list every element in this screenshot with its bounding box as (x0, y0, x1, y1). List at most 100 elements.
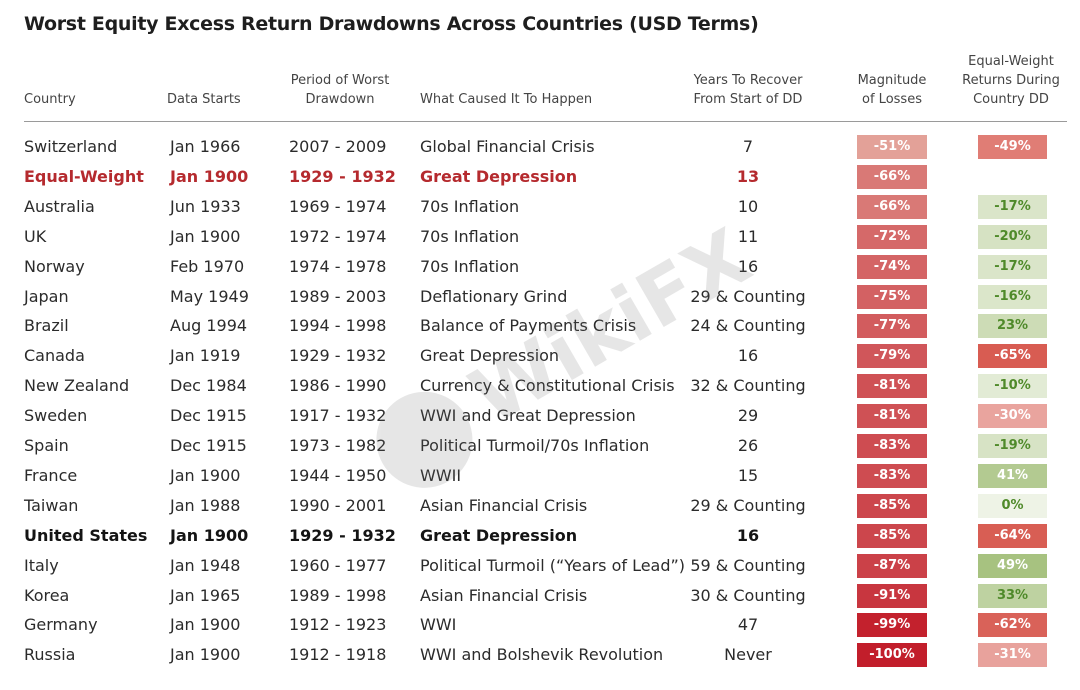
table-row: United States Jan 1900 1929 - 1932 Great De… (0, 521, 1080, 551)
ew-return-badge: -- (1007, 168, 1018, 184)
table-row: Germany Jan 1900 1912 - 1923 WWI 47 -99% -62% (0, 610, 1080, 640)
cell-data-starts: Dec 1915 (170, 406, 247, 426)
header-ew-line2: Returns During (962, 73, 1060, 88)
cell-recover: 7 (742, 137, 754, 156)
magnitude-badge: -66% (857, 194, 927, 219)
table-row: Canada Jan 1919 1929 - 1932 Great Depressio… (0, 341, 1080, 371)
table-row: Italy Jan 1948 1960 - 1977 Political Turmoi… (0, 551, 1080, 581)
cell-data-starts: Jan 1900 (170, 226, 241, 246)
cell-period: 1960 - 1977 (289, 555, 387, 575)
ew-return-badge: -17% (978, 194, 1047, 219)
cell-data-starts: Jan 1919 (170, 346, 241, 366)
cell-data-starts: Jan 1900 (170, 525, 249, 545)
cell-cause: Great Depression (420, 525, 578, 545)
cell-period: 1912 - 1923 (289, 615, 387, 635)
magnitude-badge: -83% (857, 434, 927, 458)
magnitude-badge: -79% (857, 344, 927, 369)
cell-country: Sweden (24, 406, 88, 426)
magnitude-badge: -91% (857, 583, 927, 608)
cell-period: 1972 - 1974 (289, 226, 387, 246)
cell-country: Korea (24, 585, 70, 605)
cell-country: Switzerland (24, 137, 118, 156)
cell-recover: Never (724, 645, 772, 665)
cell-recover: 29 & Counting (690, 286, 806, 306)
cell-country: France (24, 465, 78, 485)
cell-recover: 32 & Counting (690, 376, 806, 396)
table-row: Switzerland Jan 1966 2007 - 2009 Global Fin… (0, 132, 1080, 162)
cell-recover: 59 & Counting (690, 555, 806, 575)
table-row: Russia Jan 1900 1912 - 1918 WWI and Bolshev… (0, 640, 1080, 670)
header-period-line2: Drawdown (305, 92, 375, 107)
cell-country: United States (24, 525, 148, 545)
cell-recover: 26 (737, 436, 759, 455)
ew-return-badge: -17% (978, 254, 1047, 279)
magnitude-badge: -83% (857, 463, 927, 488)
cell-country: Japan (24, 286, 69, 306)
cell-period: 1973 - 1982 (289, 436, 387, 455)
header-data-starts: Data Starts (167, 92, 241, 107)
header-period: Period of Worst Drawdown (280, 71, 400, 109)
cell-data-starts: Jan 1965 (170, 585, 241, 605)
cell-cause: Balance of Payments Crisis (420, 316, 637, 336)
table-row: Brazil Aug 1994 1994 - 1998 Balance of Paym… (0, 311, 1080, 341)
magnitude-badge: -74% (857, 254, 927, 279)
table-row: Taiwan Jan 1988 1990 - 2001 Asian Financial… (0, 491, 1080, 521)
cell-period: 1989 - 1998 (289, 585, 387, 605)
cell-country: Canada (24, 346, 85, 366)
cell-cause: Great Depression (420, 346, 560, 366)
ew-return-badge: 33% (978, 583, 1047, 608)
magnitude-badge: -77% (857, 314, 927, 339)
cell-data-starts: Jun 1933 (170, 196, 241, 216)
cell-period: 1912 - 1918 (289, 645, 387, 665)
table-row: Spain Dec 1915 1973 - 1982 Political Turmoi… (0, 431, 1080, 461)
cell-recover: 13 (736, 166, 760, 186)
cell-recover: 16 (737, 256, 759, 276)
cell-country: Russia (24, 645, 76, 665)
cell-data-starts: Dec 1915 (170, 436, 247, 455)
header-country: Country (24, 92, 76, 107)
table-row: Korea Jan 1965 1989 - 1998 Asian Financial … (0, 581, 1080, 611)
header-recover-line2: From Start of DD (693, 92, 803, 107)
ew-return-badge: -49% (978, 135, 1047, 159)
magnitude-badge: -87% (857, 553, 927, 578)
cell-recover: 11 (737, 226, 759, 246)
cell-country: Germany (24, 615, 98, 635)
header-ew-line1: Equal-Weight (968, 54, 1054, 69)
cell-period: 1994 - 1998 (289, 316, 387, 336)
cell-period: 1986 - 1990 (289, 376, 387, 396)
cell-cause: 70s Inflation (420, 226, 520, 246)
chart-title: Worst Equity Excess Return Drawdowns Acr… (24, 13, 759, 35)
table-row: UK Jan 1900 1972 - 1974 70s Inflation 11 -72%… (0, 222, 1080, 252)
table-row: New Zealand Dec 1984 1986 - 1990 Currency &… (0, 371, 1080, 401)
cell-country: Equal-Weight (24, 166, 144, 186)
ew-return-badge: 23% (978, 314, 1047, 339)
cell-recover: 30 & Counting (690, 585, 806, 605)
header-ew-returns: Equal-Weight Returns During Country DD (950, 52, 1072, 109)
cell-data-starts: Feb 1970 (170, 256, 245, 276)
cell-country: Australia (24, 196, 95, 216)
cell-cause: Political Turmoil (“Years of Lead”) (420, 555, 686, 575)
cell-data-starts: Aug 1994 (170, 316, 248, 336)
header-magnitude-line2: of Losses (862, 92, 922, 107)
cell-cause: Global Financial Crisis (420, 137, 595, 156)
magnitude-badge: -81% (857, 404, 927, 429)
cell-period: 2007 - 2009 (289, 137, 387, 156)
cell-country: Norway (24, 256, 85, 276)
table-row: Sweden Dec 1915 1917 - 1932 WWI and Great D… (0, 401, 1080, 431)
header-recover-line1: Years To Recover (693, 73, 803, 88)
ew-return-badge: -19% (978, 434, 1047, 458)
cell-cause: Asian Financial Crisis (420, 585, 588, 605)
cell-period: 1969 - 1974 (289, 196, 387, 216)
magnitude-badge: -66% (857, 164, 927, 189)
cell-cause: Great Depression (420, 166, 578, 186)
magnitude-badge: -72% (857, 224, 927, 249)
table-row: Japan May 1949 1989 - 2003 Deflationary Gri… (0, 282, 1080, 312)
cell-recover: 16 (736, 525, 760, 545)
cell-cause: WWI and Bolshevik Revolution (420, 645, 664, 665)
cell-country: Italy (24, 555, 59, 575)
cell-cause: 70s Inflation (420, 196, 520, 216)
header-magnitude: Magnitude of Losses (842, 71, 942, 109)
header-magnitude-line1: Magnitude (857, 73, 927, 88)
cell-cause: WWII (420, 465, 462, 485)
ew-return-badge: -65% (978, 344, 1047, 369)
